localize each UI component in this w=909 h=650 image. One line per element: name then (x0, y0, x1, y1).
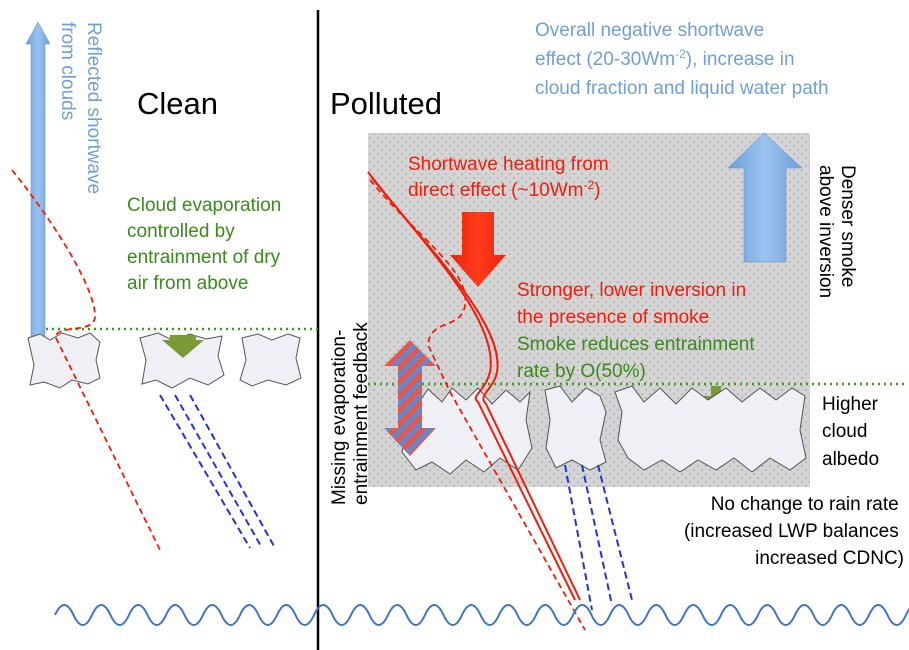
text-line: Stronger, lower inversion in (517, 280, 746, 301)
text-line: air from above (127, 273, 248, 294)
text-line: above inversion (815, 165, 836, 298)
heating-arrow (450, 212, 506, 287)
text-line: Missing evaporation- (329, 330, 350, 505)
text-line: Denser smoke (837, 165, 858, 288)
cloud (544, 385, 607, 471)
cloud (614, 385, 807, 473)
text-line: Cloud evaporation (127, 195, 281, 216)
annotation: Reflected shortwave from clouds (57, 22, 104, 199)
annotation: Cloud evaporation controlled by entrainm… (127, 195, 287, 294)
reflected-arrow (727, 132, 803, 263)
annotation: Higher cloud albedo (822, 394, 883, 470)
text-line: entrainment feedback (351, 322, 372, 505)
text-line: albedo (822, 449, 879, 470)
text-line: from clouds (57, 22, 78, 120)
entrainment-arrow (162, 335, 204, 358)
cloud (397, 387, 533, 475)
text-line: ), increase in (686, 49, 795, 70)
section-title: Clean (137, 86, 218, 121)
rain-part (174, 394, 263, 549)
annotation: Shortwave heating from direct effect (~1… (408, 154, 614, 201)
rain-part (189, 394, 276, 549)
text-line: (increased LWP balances (684, 521, 899, 542)
temperature-profile (369, 179, 586, 631)
annotation: Overall negative shortwave effect (20-30… (535, 20, 829, 99)
text-line: No change to rain rate (711, 494, 899, 515)
rain-part (597, 464, 633, 601)
section-title: Polluted (330, 86, 442, 121)
rain-part (581, 464, 613, 606)
temperature-profile (11, 169, 161, 551)
ocean-surface (54, 604, 909, 626)
rain-part (159, 394, 251, 549)
annotation: No change to rain rate (increased LWP ba… (684, 494, 904, 569)
text-line: Higher (822, 394, 879, 415)
annotation: Missing evaporation- entrainment feedbac… (329, 322, 372, 505)
text-line: Overall negative shortwave (535, 20, 764, 41)
text-line: ) (594, 180, 600, 201)
text-line: cloud fraction and liquid water path (535, 78, 829, 99)
rain-part (564, 464, 593, 611)
annotation: Denser smoke above inversion (815, 165, 858, 298)
feedback-arrow (384, 340, 436, 456)
text-line: cloud (822, 421, 867, 442)
text-line: Shortwave heating from (408, 154, 609, 175)
temperature-profile (371, 177, 581, 601)
text-line: direct effect (~10Wm (408, 180, 583, 201)
text-line: -2 (675, 47, 686, 61)
text-line: rate by O(50%) (517, 361, 646, 382)
cloud (27, 332, 101, 389)
annotation: Smoke reduces entrainment rate by O(50%) (517, 334, 760, 382)
text-line: entrainment of dry (127, 247, 281, 268)
cloud (239, 333, 302, 387)
rain (159, 394, 276, 549)
annotation: Stronger, lower inversion in the presenc… (517, 280, 751, 328)
reflected-arrow (25, 21, 51, 339)
text-line: the presence of smoke (517, 307, 709, 328)
text-line: Smoke reduces entrainment (517, 334, 755, 355)
text-line: controlled by (127, 221, 235, 242)
text-line: increased CDNC) (755, 548, 904, 569)
text-line: -2 (583, 178, 594, 192)
text-line: effect (20-30Wm (535, 49, 675, 70)
rain (564, 464, 633, 611)
text-line: Reflected shortwave (83, 22, 104, 194)
